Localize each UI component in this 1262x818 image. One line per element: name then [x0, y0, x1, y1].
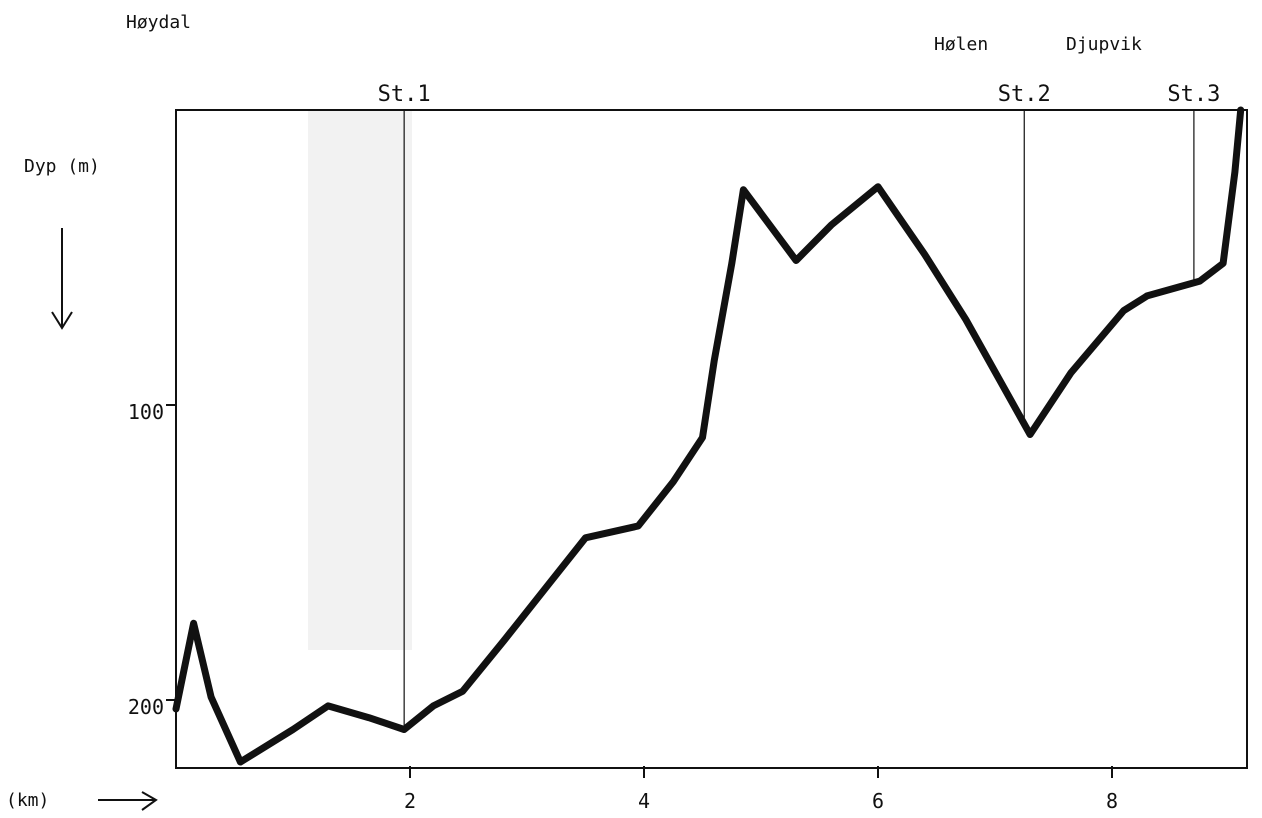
x-tick-label-4: 8 [1106, 789, 1118, 813]
shaded-band [308, 110, 412, 650]
x-axis-label: (km) [6, 790, 49, 811]
station-label-1: St.1 [378, 82, 431, 107]
y-tick-label-2: 200 [128, 695, 164, 719]
place-label-holen: Hølen [934, 34, 988, 55]
y-direction-arrow [51, 228, 73, 330]
x-direction-arrow [98, 791, 158, 811]
x-tick-label-3: 6 [872, 789, 884, 813]
place-label-djupvik: Djupvik [1066, 34, 1142, 55]
depth-profile-line [172, 106, 1245, 766]
x-tick-label-1: 2 [404, 789, 416, 813]
y-tick-label-1: 100 [128, 400, 164, 424]
station-label-2: St.2 [998, 82, 1051, 107]
plot-frame [175, 109, 1248, 769]
y-axis-label: Dyp (m) [24, 156, 100, 177]
x-tick-label-2: 4 [638, 789, 650, 813]
station-label-3: St.3 [1167, 82, 1220, 107]
station-markers: St.1 St.2 St.3 [378, 82, 1220, 730]
place-label-hoydal: Høydal [126, 12, 191, 33]
axis-ticks: 2 4 6 8 100 200 [128, 400, 1118, 813]
